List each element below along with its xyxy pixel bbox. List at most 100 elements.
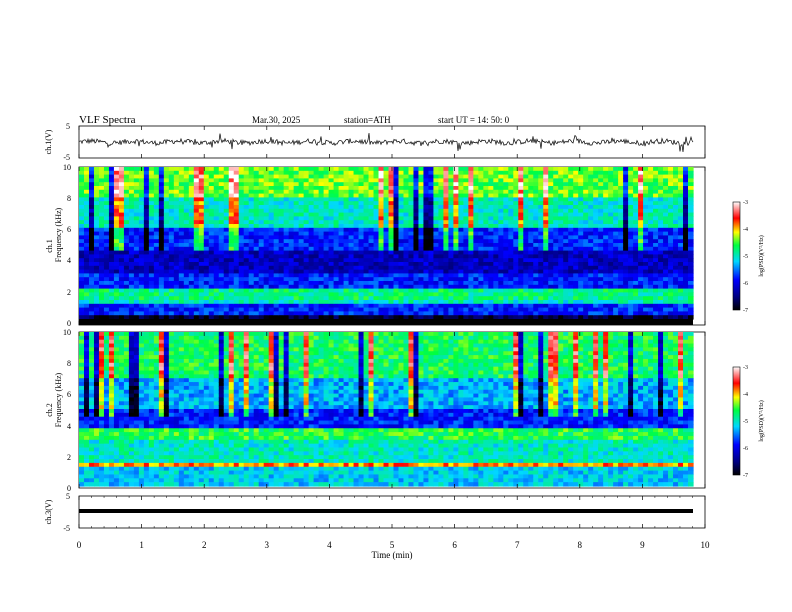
spectrogram-cell xyxy=(258,216,265,221)
spectrogram-cell xyxy=(418,246,425,252)
spectrogram-cell xyxy=(128,262,135,267)
spectrogram-cell xyxy=(253,170,260,176)
spectrogram-cell xyxy=(653,273,659,278)
spectrogram-cell xyxy=(603,303,609,309)
spectrogram-cell xyxy=(398,311,405,316)
spectrogram-cell xyxy=(628,284,634,290)
spectrogram-cell xyxy=(528,235,534,240)
spectrogram-cell xyxy=(493,216,499,221)
spectrogram-cell xyxy=(608,186,614,191)
spectrogram-cell xyxy=(328,311,335,316)
spectrogram-cell xyxy=(603,239,609,244)
spectrogram-cell xyxy=(118,212,125,217)
spectrogram-cell xyxy=(448,258,454,263)
spectrogram-cell xyxy=(173,170,180,176)
spectrogram-cell xyxy=(88,220,95,225)
spectrogram-cell xyxy=(203,239,210,244)
spectrogram-cell xyxy=(213,205,220,210)
spectrogram-cell xyxy=(238,250,245,255)
spectrogram-cell xyxy=(298,300,305,305)
spectrogram-cell xyxy=(338,208,345,214)
spectrogram-cell xyxy=(663,246,669,252)
spectrogram-cell xyxy=(623,178,629,183)
spectrogram-cell xyxy=(583,220,589,225)
spectrogram-cell xyxy=(353,292,360,297)
spectrogram-cell xyxy=(183,300,190,305)
spectrogram-cell xyxy=(388,205,395,210)
spectrogram-cell xyxy=(238,296,245,301)
spectrogram-cell xyxy=(578,189,584,195)
spectrogram-cell xyxy=(238,315,245,320)
spectrogram-cell xyxy=(248,189,255,195)
spectrogram-cell xyxy=(128,216,135,221)
spectrogram-cell xyxy=(553,296,559,301)
spectrogram-cell xyxy=(153,224,160,229)
spectrogram-cell xyxy=(628,265,634,271)
spectrogram-cell xyxy=(258,258,265,263)
spectrogram-cell xyxy=(208,281,215,286)
spectrogram-cell xyxy=(663,216,669,221)
spectrogram-cell xyxy=(618,243,624,248)
spectrogram-cell xyxy=(668,212,674,217)
spectrogram-cell xyxy=(248,246,255,252)
spectrogram-cell xyxy=(378,205,385,210)
spectrogram-cell xyxy=(253,258,260,263)
figure-title: VLF Spectra xyxy=(79,114,136,126)
spectrogram-cell xyxy=(79,459,85,464)
spectrogram-cell xyxy=(118,288,125,293)
spectrogram-cell xyxy=(198,170,205,176)
spectrogram-cell xyxy=(103,186,110,191)
spectrogram-cell xyxy=(168,231,175,236)
spectrogram-cell xyxy=(608,281,614,286)
spectrogram-cell xyxy=(518,193,524,198)
spectrogram-cell xyxy=(538,224,544,229)
spectrogram-cell xyxy=(603,296,609,301)
spectrogram-cell xyxy=(593,303,599,309)
spectrogram-cell xyxy=(308,311,315,316)
spectrogram-cell xyxy=(118,254,125,259)
spectrogram-cell xyxy=(343,303,350,309)
spectrogram-cell xyxy=(463,284,469,290)
spectrogram-cell xyxy=(378,281,385,286)
spectrogram-cell xyxy=(488,243,494,248)
spectrogram-cell xyxy=(558,246,564,252)
spectrogram-cell xyxy=(158,292,165,297)
spectrogram-cell xyxy=(443,220,449,225)
spectrogram-cell xyxy=(123,186,130,191)
spectrogram-cell xyxy=(123,281,130,286)
spectrogram-cell xyxy=(623,288,629,293)
spectrogram-cell xyxy=(268,239,275,244)
spectrogram-cell xyxy=(118,281,125,286)
spectrogram-cell xyxy=(328,178,335,183)
spectrogram-cell xyxy=(628,281,634,286)
spectrogram-cell xyxy=(383,315,390,320)
spectrogram-cell xyxy=(283,246,290,252)
spectrogram-cell xyxy=(128,170,135,176)
spectrogram-cell xyxy=(543,174,549,179)
spectrogram-cell xyxy=(553,189,559,195)
spectrogram-cell xyxy=(303,216,310,221)
spectrogram-cell xyxy=(573,311,579,316)
spectrogram-cell xyxy=(558,292,564,297)
spectrogram-cell xyxy=(618,307,624,312)
spectrogram-cell xyxy=(168,205,175,210)
spectrogram-cell xyxy=(338,273,345,278)
spectrogram-cell xyxy=(288,311,295,316)
spectrogram-cell xyxy=(168,258,175,263)
spectrogram-cell xyxy=(108,208,115,214)
spectrogram-cell xyxy=(393,189,400,195)
spectrogram-cell xyxy=(448,208,454,214)
spectrogram-cell xyxy=(173,273,180,278)
spectrogram-cell xyxy=(538,303,544,309)
spectrogram-cell xyxy=(638,178,644,183)
spectrogram-cell xyxy=(103,281,110,286)
spectrogram-cell xyxy=(383,269,390,274)
spectrogram-cell xyxy=(243,174,250,179)
spectrogram-cell xyxy=(503,201,509,206)
spectrogram-cell xyxy=(323,246,330,252)
spectrogram-cell xyxy=(578,193,584,198)
spectrogram-cell xyxy=(388,216,395,221)
spectrogram-cell xyxy=(463,273,469,278)
spectrogram-cell xyxy=(218,174,225,179)
spectrogram-cell xyxy=(603,292,609,297)
